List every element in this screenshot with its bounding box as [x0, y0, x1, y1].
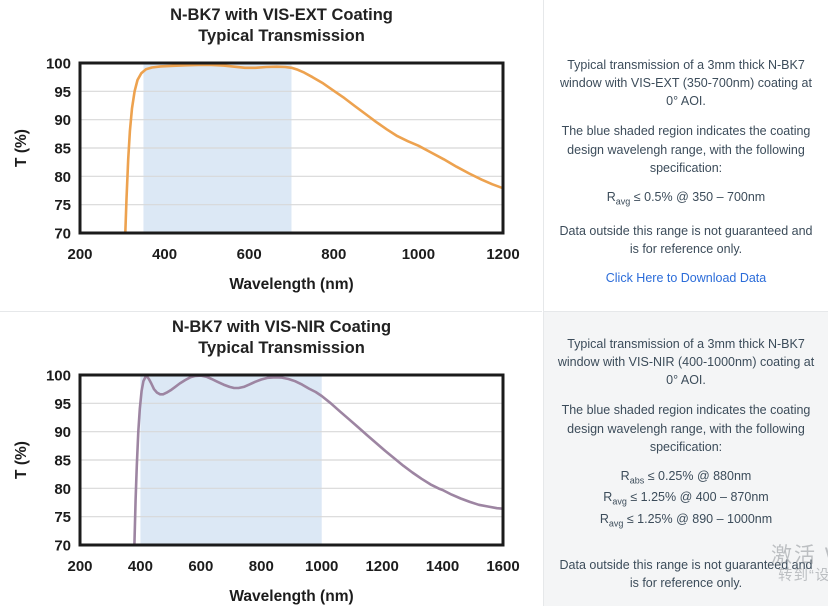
x-tick-label: 1400	[426, 558, 459, 575]
vis-nir-chart-section: N-BK7 with VIS-NIR Coating Typical Trans…	[0, 311, 542, 606]
panel-note: The blue shaded region indicates the coa…	[561, 403, 811, 454]
x-tick-label: 200	[67, 246, 92, 263]
x-axis-label: Wavelength (nm)	[229, 588, 354, 605]
x-tick-label: 800	[249, 558, 274, 575]
chart-title-line1: N-BK7 with VIS-NIR Coating	[171, 318, 392, 336]
x-tick-label: 600	[188, 558, 213, 575]
x-tick-label: 800	[321, 246, 346, 263]
spec-line: Rabs ≤ 0.25% @ 880nm	[620, 468, 752, 486]
x-tick-label: 400	[128, 558, 153, 575]
panel-description: Typical transmission of a 3mm thick N-BK…	[560, 58, 812, 109]
x-tick-label: 1200	[365, 558, 398, 575]
x-tick-label: 1000	[402, 246, 435, 263]
y-tick-label: 90	[54, 112, 71, 129]
x-tick-label: 400	[152, 246, 177, 263]
vis-ext-transmission-plot: 200 400 600 800 1000 1200 70 75 80 85 90 95 100	[46, 56, 520, 264]
panel-note: The blue shaded region indicates the coa…	[561, 124, 811, 175]
y-tick-label: 100	[46, 56, 71, 73]
panel-disclaimer: Data outside this range is not guarantee…	[559, 558, 813, 591]
plot-frame	[78, 373, 505, 547]
panel-disclaimer: Data outside this range is not guarantee…	[559, 224, 813, 257]
x-tick-label: 1000	[305, 558, 338, 575]
y-tick-label: 85	[54, 141, 71, 158]
vis-ext-chart-section: N-BK7 with VIS-EXT Coating Typical Trans…	[0, 0, 542, 311]
y-tick-label: 90	[54, 424, 71, 441]
y-tick-label: 95	[54, 396, 71, 413]
vis-nir-transmission-plot: 200 400 600 800 1000 1200 1400 1600 70 75 80 85 90 95…	[46, 368, 520, 576]
y-tick-label: 75	[54, 509, 71, 526]
y-tick-label: 80	[54, 481, 71, 498]
panel-description: Typical transmission of a 3mm thick N-BK…	[557, 337, 815, 388]
x-tick-label: 600	[237, 246, 262, 263]
x-tick-label: 200	[67, 558, 92, 575]
y-tick-label: 85	[54, 453, 71, 470]
transmission-curve	[133, 375, 503, 545]
chart-title-line2: Typical Transmission	[198, 27, 365, 45]
y-tick-label: 75	[54, 197, 71, 214]
vis-ext-info-panel: Typical transmission of a 3mm thick N-BK…	[543, 0, 828, 311]
spec-line: Ravg ≤ 1.25% @ 400 – 870nm	[603, 490, 769, 507]
x-tick-label: 1600	[486, 558, 519, 575]
spec-line: Ravg ≤ 1.25% @ 890 – 1000nm	[599, 511, 773, 529]
plot-frame	[78, 61, 505, 235]
vis-nir-info-panel: Typical transmission of a 3mm thick N-BK…	[543, 311, 828, 606]
spec-line: Ravg ≤ 0.5% @ 350 – 700nm	[606, 189, 766, 207]
x-axis-label: Wavelength (nm)	[229, 276, 354, 293]
vis-nir-chart-title: N-BK7 with VIS-NIR Coating Typical Trans…	[60, 317, 503, 359]
spec-list: Rabs ≤ 0.25% @ 880nm Ravg ≤ 1.25% @ 400 –…	[556, 468, 816, 533]
spec-list: Ravg ≤ 0.5% @ 350 – 700nm	[556, 189, 816, 211]
chart-title-line1: N-BK7 with VIS-EXT Coating	[170, 6, 393, 24]
y-tick-label: 70	[54, 538, 71, 555]
chart-title-line2: Typical Transmission	[198, 339, 365, 357]
vis-ext-chart-title: N-BK7 with VIS-EXT Coating Typical Trans…	[60, 5, 503, 47]
y-tick-label: 70	[54, 226, 71, 243]
x-tick-label: 1200	[486, 246, 519, 263]
download-data-link[interactable]: Click Here to Download Data	[606, 603, 767, 606]
download-data-link[interactable]: Click Here to Download Data	[605, 270, 767, 285]
y-tick-label: 80	[54, 169, 71, 186]
y-tick-label: 95	[54, 84, 71, 101]
transmission-curve	[123, 63, 503, 233]
windows-activation-watermark-line1: 激活 W	[771, 544, 828, 567]
y-tick-label: 100	[46, 368, 71, 385]
windows-activation-watermark-line2: 转到“设	[778, 568, 828, 584]
